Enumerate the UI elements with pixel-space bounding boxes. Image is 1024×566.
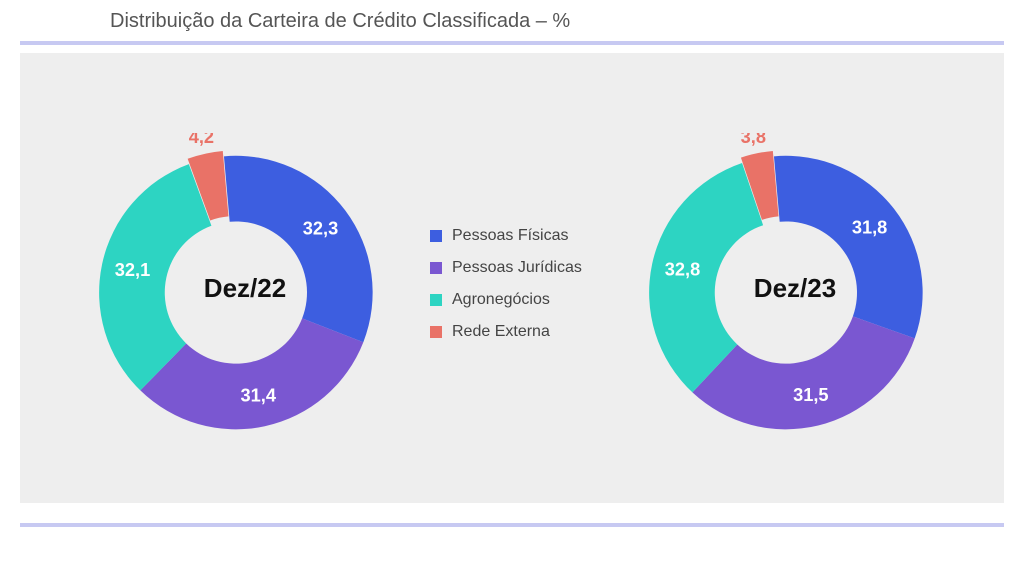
chart-panel: 32,331,432,14,2 Dez/22 Pessoas FísicasPe… [20, 53, 1004, 503]
legend-label: Rede Externa [452, 323, 550, 341]
slice-value-label: 32,1 [115, 259, 150, 280]
slice-value-label: 31,8 [852, 216, 887, 237]
legend-item: Rede Externa [430, 323, 582, 341]
divider-bottom [20, 523, 1004, 527]
legend-item: Agronegócios [430, 291, 582, 309]
legend-swatch [430, 262, 442, 274]
legend-swatch [430, 294, 442, 306]
legend-label: Pessoas Físicas [452, 227, 568, 245]
legend-item: Pessoas Jurídicas [430, 259, 582, 277]
donut-chart-dez22: 32,331,432,14,2 Dez/22 [90, 133, 400, 443]
donut-slice [224, 156, 373, 342]
donut-chart-dez23: 31,831,532,83,8 Dez/23 [640, 133, 950, 443]
legend-label: Agronegócios [452, 291, 550, 309]
legend-item: Pessoas Físicas [430, 227, 582, 245]
donut-slice [774, 156, 923, 339]
divider-top [20, 41, 1004, 45]
legend-label: Pessoas Jurídicas [452, 259, 582, 277]
legend-swatch [430, 230, 442, 242]
slice-value-label: 32,3 [303, 218, 338, 239]
slice-value-label: 32,8 [665, 259, 700, 280]
slice-value-label: 31,4 [240, 384, 276, 405]
chart-legend: Pessoas Físicas Pessoas Jurídicas Agronegó… [430, 213, 582, 355]
slice-value-label: 3,8 [741, 133, 766, 147]
slice-value-label: 31,5 [793, 384, 828, 405]
slice-value-label: 4,2 [189, 133, 214, 147]
chart-title: Distribuição da Carteira de Crédito Clas… [0, 0, 1024, 41]
legend-swatch [430, 326, 442, 338]
